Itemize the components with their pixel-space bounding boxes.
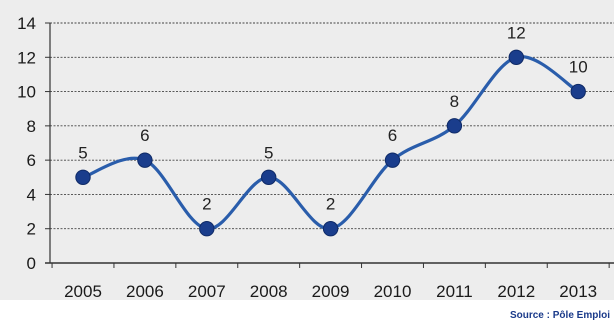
y-tick-labels: 0 2 4 6 8 10 12 14 xyxy=(17,14,36,273)
data-label: 8 xyxy=(450,92,459,111)
data-label: 6 xyxy=(140,126,149,145)
x-tick-label: 2007 xyxy=(188,282,226,301)
data-label: 12 xyxy=(507,23,526,42)
data-point xyxy=(384,152,401,168)
data-point xyxy=(570,83,586,100)
y-tick-label: 6 xyxy=(27,151,36,170)
y-tick-label: 10 xyxy=(17,83,36,102)
x-tick-label: 2012 xyxy=(497,282,535,301)
data-point xyxy=(261,169,277,185)
data-label: 5 xyxy=(78,143,87,162)
data-point xyxy=(508,49,524,65)
x-tick-label: 2009 xyxy=(312,282,350,301)
data-label: 2 xyxy=(202,195,211,214)
x-tick-label: 2013 xyxy=(559,282,597,301)
y-tick-label: 12 xyxy=(17,48,36,67)
plot-background xyxy=(0,0,614,300)
data-point xyxy=(446,118,463,134)
data-point xyxy=(75,169,91,185)
x-tick-label: 2005 xyxy=(64,282,102,301)
y-tick-label: 2 xyxy=(27,220,36,239)
axes xyxy=(45,22,614,268)
data-point xyxy=(322,221,339,237)
y-tick-label: 4 xyxy=(27,185,36,204)
data-point xyxy=(199,221,215,237)
data-label: 2 xyxy=(326,195,335,214)
y-tick-label: 14 xyxy=(17,14,36,33)
x-tick-label: 2008 xyxy=(250,282,288,301)
source-note: Source : Pôle Emploi xyxy=(510,310,610,321)
x-tick-labels: 2005 2006 2007 2008 2009 2010 2011 2012 2013 xyxy=(64,282,597,301)
y-tick-label: 0 xyxy=(27,254,36,273)
x-tick-label: 2006 xyxy=(126,282,164,301)
data-point xyxy=(137,152,153,168)
data-label: 5 xyxy=(264,143,273,162)
data-markers xyxy=(75,49,586,237)
x-tick-label: 2011 xyxy=(436,282,473,301)
data-labels: 5 6 2 5 2 6 8 12 10 xyxy=(78,23,587,213)
data-label: 10 xyxy=(569,58,588,77)
x-tick-label: 2010 xyxy=(374,282,412,301)
data-label: 6 xyxy=(388,126,397,145)
y-tick-label: 8 xyxy=(27,117,36,136)
